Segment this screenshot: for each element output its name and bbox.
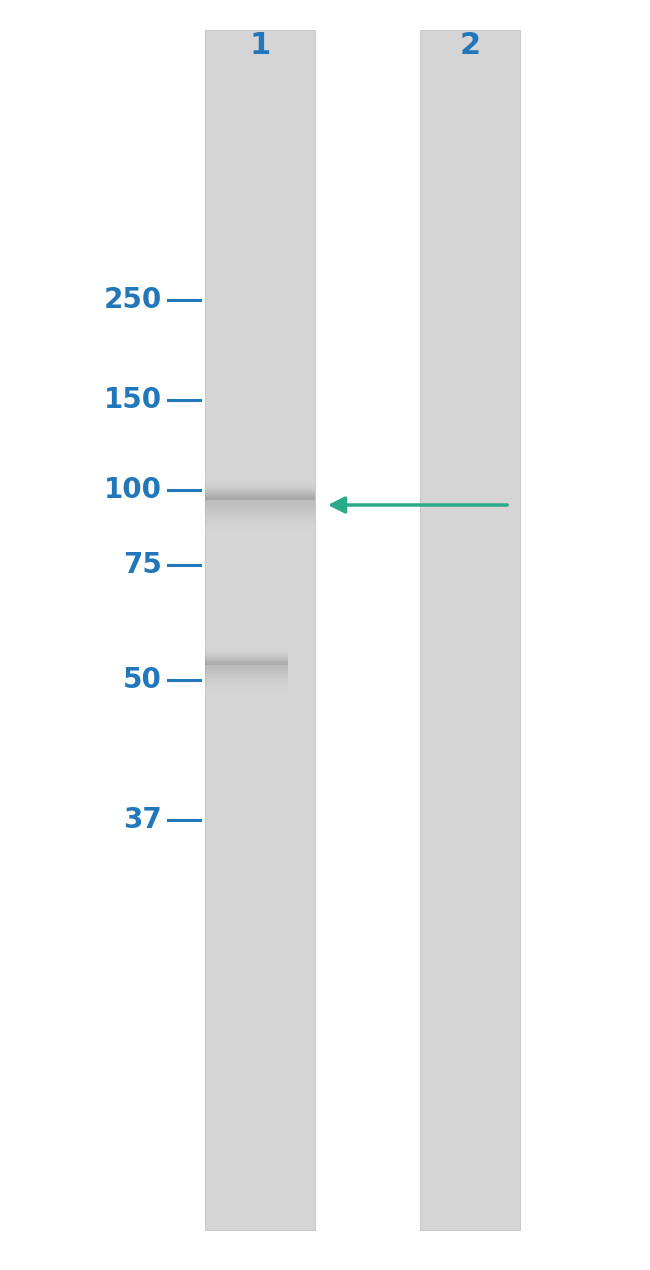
- Text: 50: 50: [123, 665, 162, 693]
- Text: 150: 150: [104, 386, 162, 414]
- Text: 37: 37: [124, 806, 162, 834]
- Text: 1: 1: [250, 30, 270, 60]
- Bar: [420, 30, 520, 1231]
- Text: 250: 250: [104, 286, 162, 314]
- Text: 100: 100: [104, 476, 162, 504]
- Bar: [205, 30, 315, 1231]
- Text: 75: 75: [123, 551, 162, 579]
- Text: 2: 2: [460, 30, 480, 60]
